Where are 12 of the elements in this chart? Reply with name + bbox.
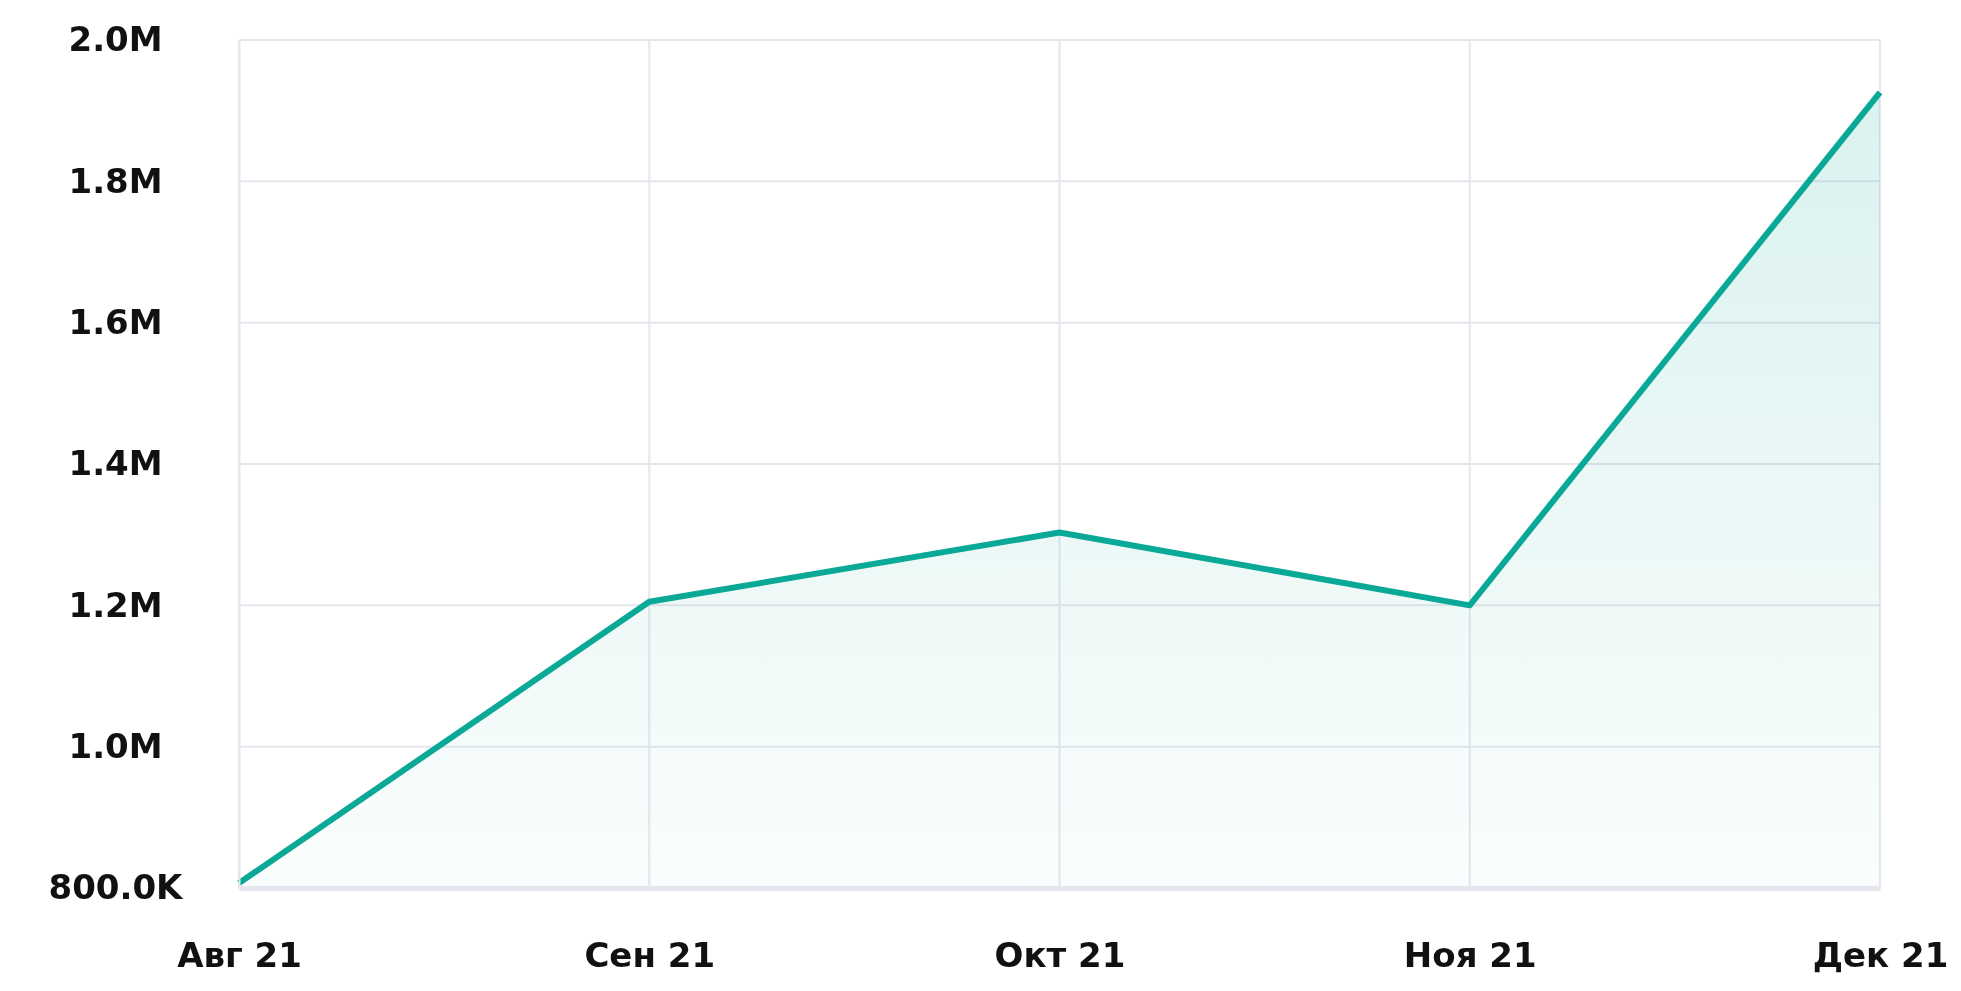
y-tick-label: 1.0M xyxy=(68,726,163,767)
y-tick-label: 2.0M xyxy=(68,19,163,60)
y-tick-label: 1.4M xyxy=(68,443,163,484)
y-tick-label: 800.0K xyxy=(48,867,185,908)
x-tick-label: Сен 21 xyxy=(584,935,716,976)
y-tick-label: 1.8M xyxy=(68,160,163,201)
y-tick-label: 1.6M xyxy=(68,302,163,343)
x-tick-label: Дек 21 xyxy=(1812,935,1949,976)
x-tick-label: Ноя 21 xyxy=(1403,935,1537,976)
x-tick-label: Окт 21 xyxy=(994,935,1126,976)
x-tick-label: Авг 21 xyxy=(177,935,302,976)
y-tick-label: 1.2M xyxy=(68,584,163,625)
